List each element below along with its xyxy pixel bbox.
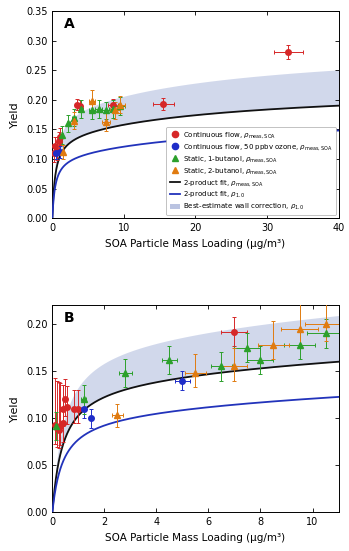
Y-axis label: Yield: Yield: [10, 101, 20, 128]
Text: A: A: [64, 17, 75, 31]
Y-axis label: Yield: Yield: [10, 396, 21, 422]
X-axis label: SOA Particle Mass Loading (μg/m³): SOA Particle Mass Loading (μg/m³): [105, 239, 285, 249]
X-axis label: SOA Particle Mass Loading (μg/m³): SOA Particle Mass Loading (μg/m³): [105, 533, 285, 543]
Text: B: B: [64, 311, 74, 326]
Legend: Continuous flow, $\rho_{\mathrm{meas,SOA}}$, Continuous flow, 50 ppbv ozone, $\r: Continuous flow, $\rho_{\mathrm{meas,SOA…: [166, 127, 336, 215]
